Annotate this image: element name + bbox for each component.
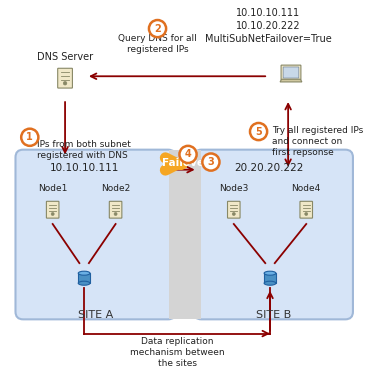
Circle shape [232, 213, 235, 216]
Text: Node2: Node2 [101, 184, 130, 193]
Circle shape [63, 81, 67, 85]
FancyBboxPatch shape [15, 150, 175, 319]
Ellipse shape [78, 271, 90, 275]
Circle shape [202, 154, 220, 171]
FancyBboxPatch shape [283, 67, 299, 78]
Text: 20.20.20.222: 20.20.20.222 [234, 163, 303, 173]
Circle shape [51, 213, 54, 216]
Text: 5: 5 [255, 127, 262, 137]
Text: Failover: Failover [162, 158, 209, 168]
Text: Data replication
mechanism between
the sites: Data replication mechanism between the s… [130, 336, 225, 368]
Text: 1: 1 [26, 132, 33, 142]
Circle shape [21, 129, 38, 146]
Ellipse shape [264, 281, 276, 285]
Ellipse shape [78, 281, 90, 285]
Text: 3: 3 [207, 157, 214, 167]
FancyBboxPatch shape [194, 150, 353, 319]
Text: Query DNS for all
registered IPs: Query DNS for all registered IPs [118, 34, 197, 55]
Bar [264, 273, 276, 283]
Circle shape [250, 123, 267, 140]
FancyBboxPatch shape [281, 65, 301, 80]
Ellipse shape [264, 271, 276, 275]
Circle shape [114, 213, 117, 216]
Text: Node4: Node4 [291, 184, 321, 193]
FancyBboxPatch shape [300, 201, 313, 218]
FancyBboxPatch shape [46, 201, 59, 218]
Circle shape [179, 146, 197, 163]
Text: Try all registered IPs
and connect on
first repsonse: Try all registered IPs and connect on fi… [272, 126, 363, 157]
Text: 10.10.10.111
10.10.20.222
MultiSubNetFailover=True: 10.10.10.111 10.10.20.222 MultiSubNetFai… [205, 8, 331, 44]
Bar [78, 273, 90, 283]
Text: 10.10.10.111: 10.10.10.111 [50, 163, 119, 173]
Text: DNS Server: DNS Server [37, 52, 93, 62]
Circle shape [149, 20, 166, 37]
Text: IPs from both subnet
registered with DNS: IPs from both subnet registered with DNS [37, 140, 131, 160]
Circle shape [305, 213, 308, 216]
FancyBboxPatch shape [227, 201, 240, 218]
Text: 2: 2 [154, 24, 161, 34]
Text: SITE A: SITE A [78, 310, 113, 320]
FancyBboxPatch shape [109, 201, 122, 218]
Text: 4: 4 [185, 150, 191, 160]
Text: Node3: Node3 [219, 184, 248, 193]
Polygon shape [280, 79, 302, 82]
Text: Node1: Node1 [38, 184, 67, 193]
Bar [169, 150, 201, 319]
FancyBboxPatch shape [58, 68, 73, 88]
Text: SITE B: SITE B [256, 310, 291, 320]
